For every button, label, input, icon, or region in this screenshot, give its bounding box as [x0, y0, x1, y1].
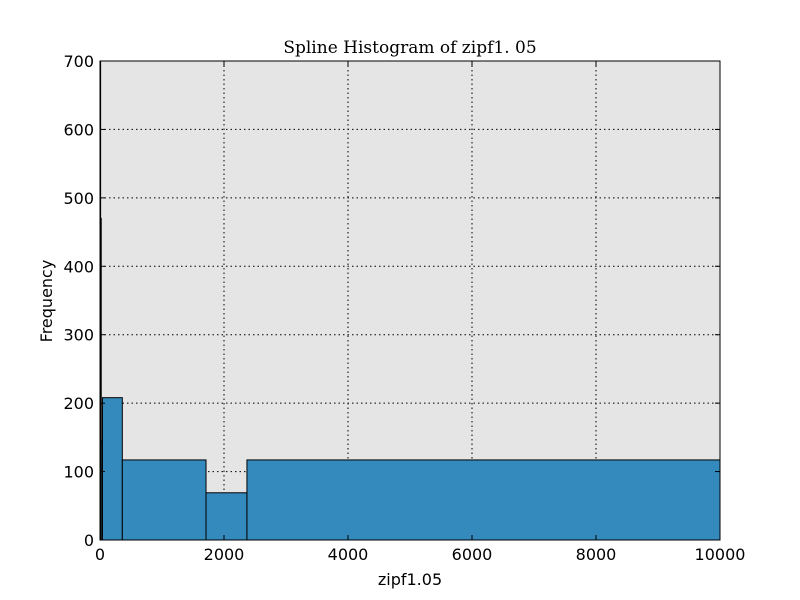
histogram-bar	[121, 459, 207, 541]
y-tick-labels: 0 100 200 300 400 500 600 700	[63, 52, 94, 550]
x-tick-label: 10000	[695, 545, 746, 564]
y-tick-label: 500	[63, 189, 94, 208]
y-axis-label: Frequency	[37, 260, 56, 343]
chart-title: Spline Histogram of zipf1. 05	[283, 38, 536, 58]
x-tick-label: 6000	[452, 545, 493, 564]
y-tick-label: 600	[63, 120, 94, 139]
y-tick-label: 100	[63, 463, 94, 482]
histogram-bar	[101, 397, 123, 541]
x-tick-label: 4000	[328, 545, 369, 564]
y-tick-label: 0	[84, 531, 94, 550]
y-tick-label: 200	[63, 394, 94, 413]
x-tick-label: 0	[95, 545, 105, 564]
histogram-bar	[205, 492, 248, 541]
axis-ticks	[99, 60, 721, 541]
x-tick-label: 8000	[576, 545, 617, 564]
histogram-bars	[99, 60, 721, 541]
x-axis-label: zipf1.05	[378, 570, 442, 589]
histogram-bar	[246, 459, 721, 541]
plot-frame	[99, 60, 721, 541]
x-tick-label: 2000	[204, 545, 245, 564]
y-tick-label: 400	[63, 257, 94, 276]
x-tick-labels: 0 2000 4000 6000 8000 10000	[95, 545, 746, 564]
y-tick-label: 700	[63, 52, 94, 71]
grid-lines	[100, 61, 720, 540]
y-tick-label: 300	[63, 326, 94, 345]
